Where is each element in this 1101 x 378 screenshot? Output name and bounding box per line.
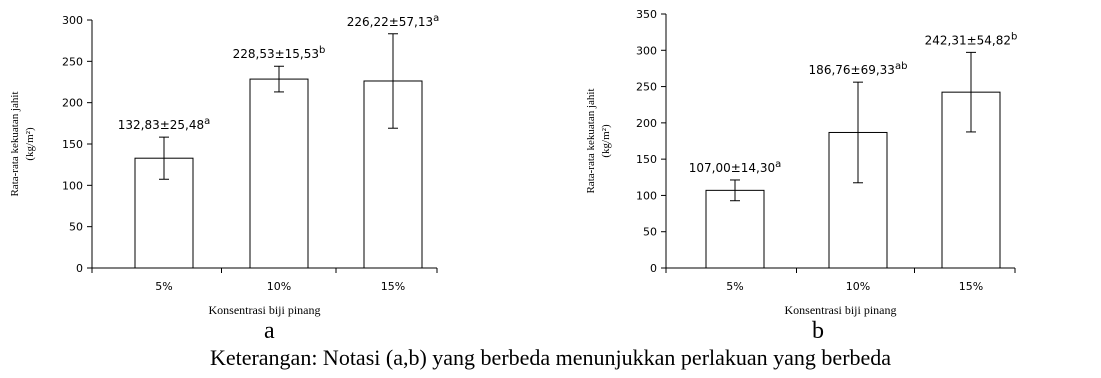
c2-y-tick-label: 100	[636, 189, 657, 202]
c1-y-tick-label: 200	[62, 97, 83, 110]
c1-y-tick-label: 150	[62, 138, 83, 151]
c2-y-tick-label: 250	[636, 81, 657, 94]
c1-y-tick-label: 250	[62, 55, 83, 68]
c2-data-label: 107,00±14,30a	[689, 159, 782, 175]
c1-y-axis-label: Rata-rata kekuatan jahit	[9, 91, 21, 196]
c2-x-tick-label: 10%	[846, 280, 870, 293]
c2-y-tick-label: 150	[636, 153, 657, 166]
c1-data-label: 226,22±57,13a	[347, 13, 440, 29]
c2-y-tick-label: 200	[636, 117, 657, 130]
panel-label-b: b	[812, 318, 824, 344]
c2-y-tick-label: 300	[636, 44, 657, 57]
c1-y-tick-label: 100	[62, 179, 83, 192]
c1-y-tick-label: 50	[69, 221, 83, 234]
c1-x-tick-label: 15%	[381, 280, 405, 293]
c1-x-axis-label: Konsentrasi biji pinang	[209, 303, 321, 317]
c1-x-tick-label: 10%	[267, 280, 291, 293]
c1-x-tick-label: 5%	[155, 280, 172, 293]
c2-x-axis-label: Konsentrasi biji pinang	[785, 303, 897, 317]
c2-bar-5%	[705, 189, 765, 269]
c2-y-tick-label: 0	[650, 262, 657, 275]
figure-caption: Keterangan: Notasi (a,b) yang berbeda me…	[209, 345, 892, 370]
c2-y-axis-unit: (kg/m²)	[600, 124, 612, 158]
c2-y-tick-label: 50	[643, 226, 657, 239]
panel-label-a: a	[264, 318, 275, 344]
c2-data-label: 186,76±69,33ab	[809, 61, 908, 77]
c2-y-axis-label: Rata-rata kekuatan jahit	[585, 88, 597, 193]
c1-data-label: 132,83±25,48a	[118, 116, 211, 132]
c2-x-tick-label: 15%	[959, 280, 983, 293]
c1-y-axis-unit: (kg/m²)	[24, 127, 36, 161]
c2-data-label: 242,31±54,82b	[925, 31, 1018, 47]
c2-y-tick-label: 350	[636, 8, 657, 21]
c2-x-tick-label: 5%	[726, 280, 743, 293]
c1-bar-10%	[249, 78, 309, 269]
c1-data-label: 228,53±15,53b	[233, 45, 326, 61]
c1-y-tick-label: 300	[62, 14, 83, 27]
c1-y-tick-label: 0	[76, 262, 83, 275]
